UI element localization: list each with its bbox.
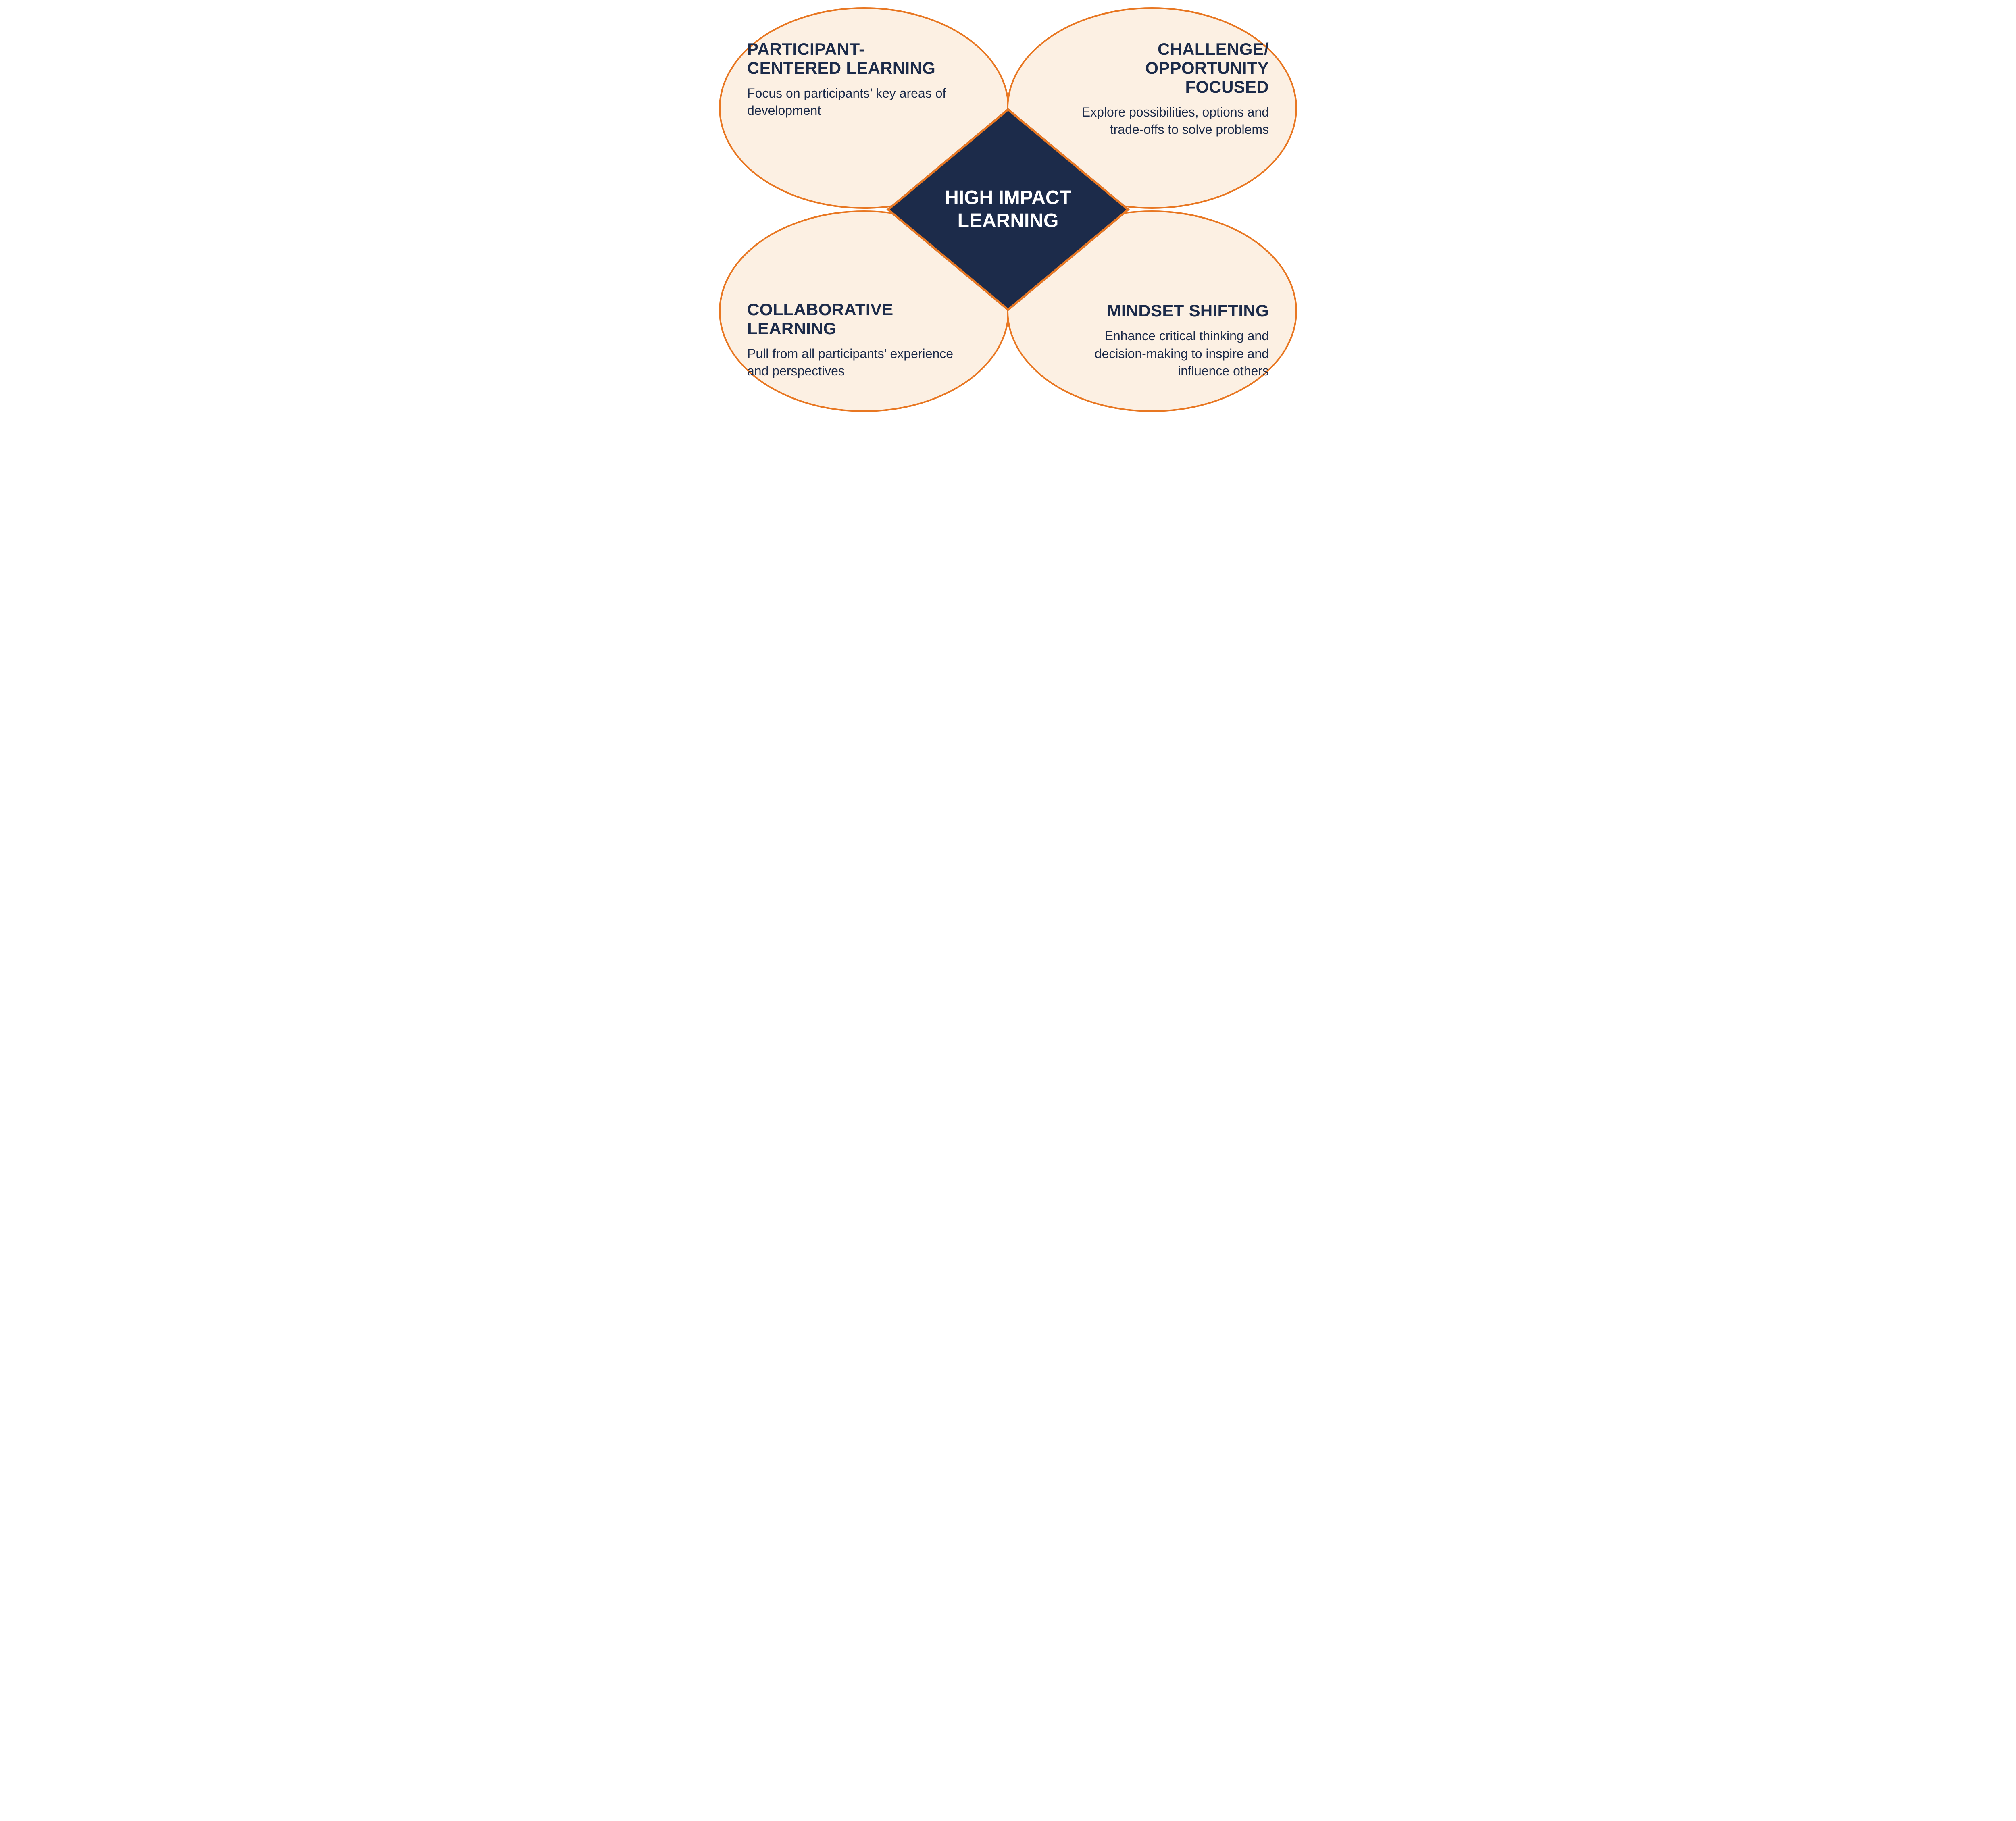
ellipse-content-top-left: PARTICIPANT-CENTERED LEARNING Focus on pa… <box>747 40 957 119</box>
ellipse-content-top-right: CHALLENGE/ OPPORTUNITY FOCUSED Explore po… <box>1059 40 1269 138</box>
ellipse-subtitle-bottom-right: Enhance critical thinking and decision-m… <box>1059 327 1269 380</box>
ellipse-title-top-right: CHALLENGE/ OPPORTUNITY FOCUSED <box>1059 40 1269 96</box>
ellipse-title-top-left: PARTICIPANT-CENTERED LEARNING <box>747 40 957 77</box>
ellipse-title-bottom-left: COLLABORATIVE LEARNING <box>747 300 957 338</box>
diagram-stage: PARTICIPANT-CENTERED LEARNING Focus on pa… <box>712 0 1304 419</box>
ellipse-subtitle-top-left: Focus on participants’ key areas of deve… <box>747 85 957 119</box>
ellipse-title-bottom-right: MINDSET SHIFTING <box>1059 301 1269 320</box>
ellipse-content-bottom-right: MINDSET SHIFTING Enhance critical thinkin… <box>1059 275 1269 380</box>
ellipse-subtitle-top-right: Explore possibilities, options and trade… <box>1059 104 1269 138</box>
ellipse-content-bottom-left: COLLABORATIVE LEARNING Pull from all part… <box>747 275 957 380</box>
ellipse-subtitle-bottom-left: Pull from all participants’ experience a… <box>747 345 957 380</box>
